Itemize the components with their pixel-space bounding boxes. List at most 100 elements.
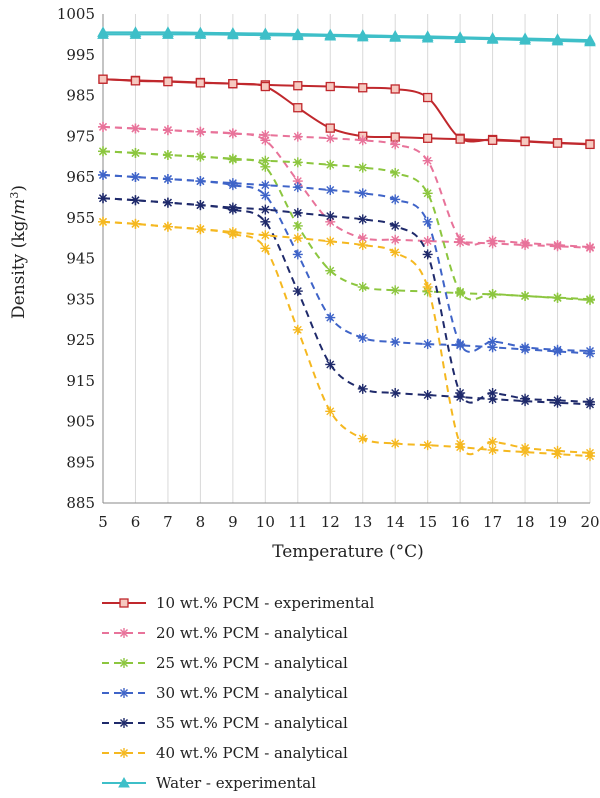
x-tick-label: 18 <box>516 513 535 531</box>
data-point <box>325 133 336 144</box>
data-point <box>259 29 272 40</box>
legend-item: 35 wt.% PCM - analytical <box>100 708 374 738</box>
data-point-stroke <box>293 287 302 296</box>
y-tick-label: 945 <box>66 250 95 268</box>
series-3 <box>98 169 595 359</box>
x-tick-label: 17 <box>483 513 502 531</box>
data-point <box>130 218 141 229</box>
data-point <box>358 83 368 93</box>
data-point-stroke <box>196 152 205 161</box>
data-point <box>357 433 368 444</box>
data-point <box>162 125 173 136</box>
data-point-stroke <box>228 181 237 190</box>
data-point <box>520 290 531 301</box>
legend-swatch <box>102 776 146 788</box>
data-point <box>585 348 595 359</box>
data-point <box>520 240 531 251</box>
data-point-stroke <box>586 296 594 305</box>
data-point <box>390 167 401 178</box>
series-line <box>102 173 591 353</box>
data-point-stroke <box>586 349 594 358</box>
x-tick-label: 16 <box>451 513 470 531</box>
data-point <box>162 28 174 39</box>
y-tick-label: 965 <box>66 168 95 186</box>
data-point <box>130 76 141 86</box>
data-point-stroke <box>120 749 128 757</box>
y-tick-label: 915 <box>66 372 95 390</box>
y-axis-title-main: Density (kg/ <box>9 215 29 319</box>
data-point <box>520 396 531 407</box>
series-4 <box>98 193 595 410</box>
data-point <box>227 28 239 40</box>
data-point <box>119 598 129 608</box>
data-point <box>552 241 563 252</box>
data-point <box>421 32 434 43</box>
series-1 <box>98 121 595 253</box>
x-tick-label: 11 <box>288 513 307 531</box>
data-point-stroke <box>456 341 465 350</box>
y-axis-title-sup: 3 <box>8 192 21 199</box>
series-0 <box>98 74 595 150</box>
data-point <box>119 688 129 698</box>
data-point-stroke <box>521 241 530 250</box>
legend-swatch <box>102 628 146 638</box>
data-point-stroke <box>423 250 432 259</box>
data-point <box>357 188 368 199</box>
data-point-stroke <box>163 222 172 231</box>
data-point <box>390 438 401 449</box>
data-point <box>325 312 336 323</box>
data-point-stroke <box>586 243 594 252</box>
data-point-stroke <box>326 186 335 195</box>
data-point-stroke <box>131 148 140 157</box>
data-point-stroke <box>293 132 302 141</box>
data-point-stroke <box>326 360 335 369</box>
legend-swatch <box>102 718 146 728</box>
data-point-stroke <box>228 230 237 239</box>
data-point-stroke <box>521 448 530 457</box>
data-point <box>455 392 466 403</box>
data-point-stroke <box>326 212 335 221</box>
x-tick-label: 5 <box>98 513 108 531</box>
data-point-stroke <box>163 126 172 135</box>
data-point <box>325 159 336 170</box>
data-point <box>585 399 595 410</box>
data-point-stroke <box>261 156 270 165</box>
series-line <box>102 33 591 43</box>
data-point-stroke <box>99 217 107 226</box>
y-tick-label: 935 <box>66 290 95 308</box>
data-point <box>260 243 271 254</box>
data-point <box>520 447 531 458</box>
data-point-stroke <box>521 291 530 300</box>
data-point <box>260 190 271 201</box>
data-point <box>520 136 530 147</box>
data-point-stroke <box>391 235 400 244</box>
data-point <box>98 121 108 132</box>
x-tick-label: 8 <box>196 513 206 531</box>
axes <box>102 14 590 504</box>
series-line <box>102 220 591 458</box>
y-tick-label: 905 <box>66 413 95 431</box>
data-point <box>552 449 563 460</box>
data-point-stroke <box>261 181 270 190</box>
data-point <box>292 207 303 218</box>
data-point <box>98 169 108 180</box>
data-point-stroke <box>293 325 302 334</box>
series-6 <box>97 26 596 47</box>
data-point <box>357 383 368 394</box>
data-point-stroke <box>521 397 530 406</box>
data-point <box>195 78 206 88</box>
data-point <box>260 216 271 227</box>
data-point <box>292 286 303 297</box>
legend-label: 10 wt.% PCM - experimental <box>156 594 375 612</box>
data-point <box>584 35 596 47</box>
data-point <box>552 397 563 408</box>
data-point-stroke <box>358 189 367 198</box>
data-point-stroke <box>163 151 172 159</box>
series-layer <box>97 26 596 462</box>
data-point <box>487 289 498 300</box>
data-point <box>162 221 173 232</box>
data-point-stroke <box>293 208 302 217</box>
data-point-stroke <box>423 340 432 349</box>
data-point-stroke <box>326 313 335 322</box>
data-point <box>325 236 336 247</box>
